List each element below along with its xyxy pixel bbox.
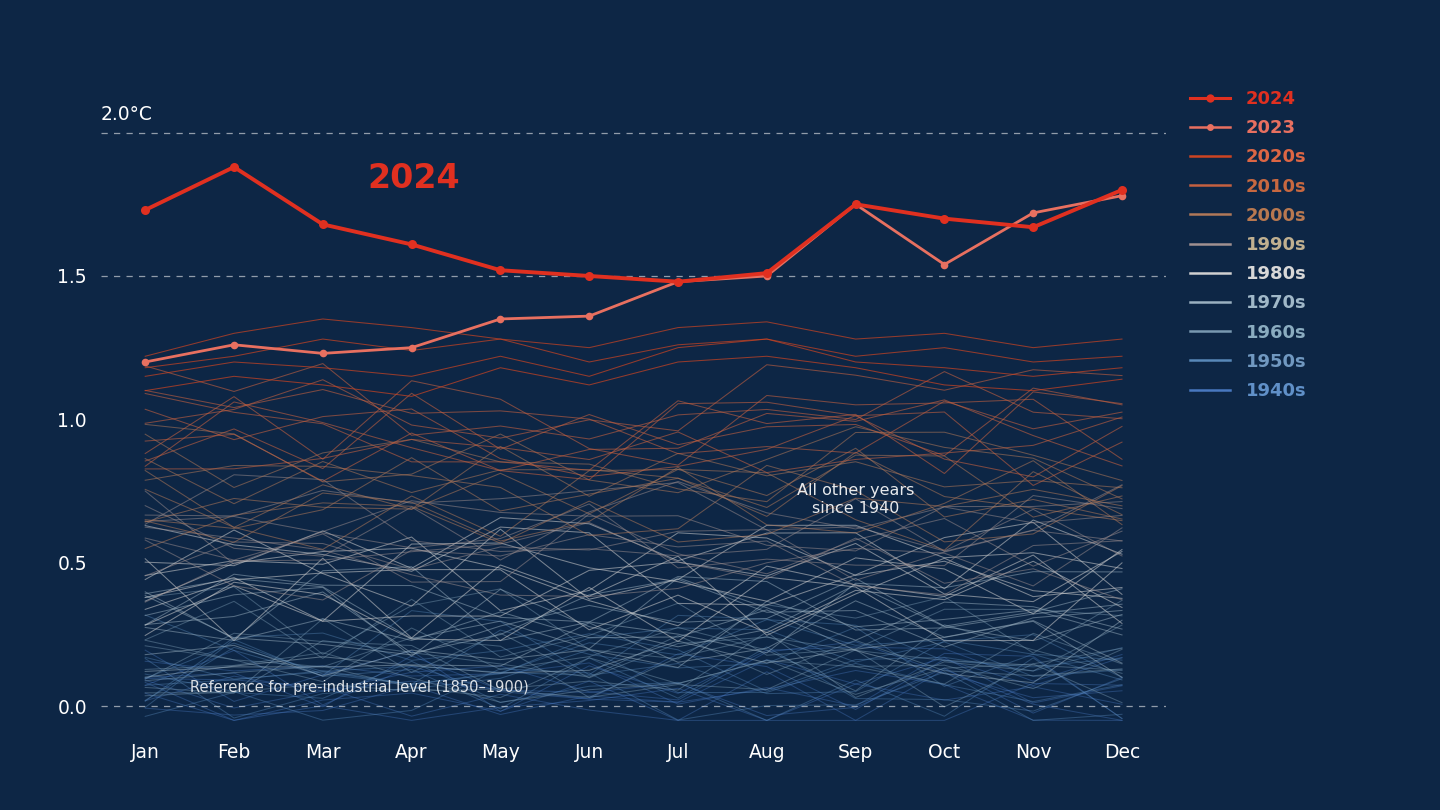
Text: 2.0°C: 2.0°C bbox=[101, 105, 153, 124]
Text: 2024: 2024 bbox=[367, 162, 459, 195]
Text: All other years
since 1940: All other years since 1940 bbox=[796, 484, 914, 516]
Text: Reference for pre-industrial level (1850–1900): Reference for pre-industrial level (1850… bbox=[190, 680, 528, 695]
Legend: 2024, 2023, 2020s, 2010s, 2000s, 1990s, 1980s, 1970s, 1960s, 1950s, 1940s: 2024, 2023, 2020s, 2010s, 2000s, 1990s, … bbox=[1189, 90, 1306, 400]
